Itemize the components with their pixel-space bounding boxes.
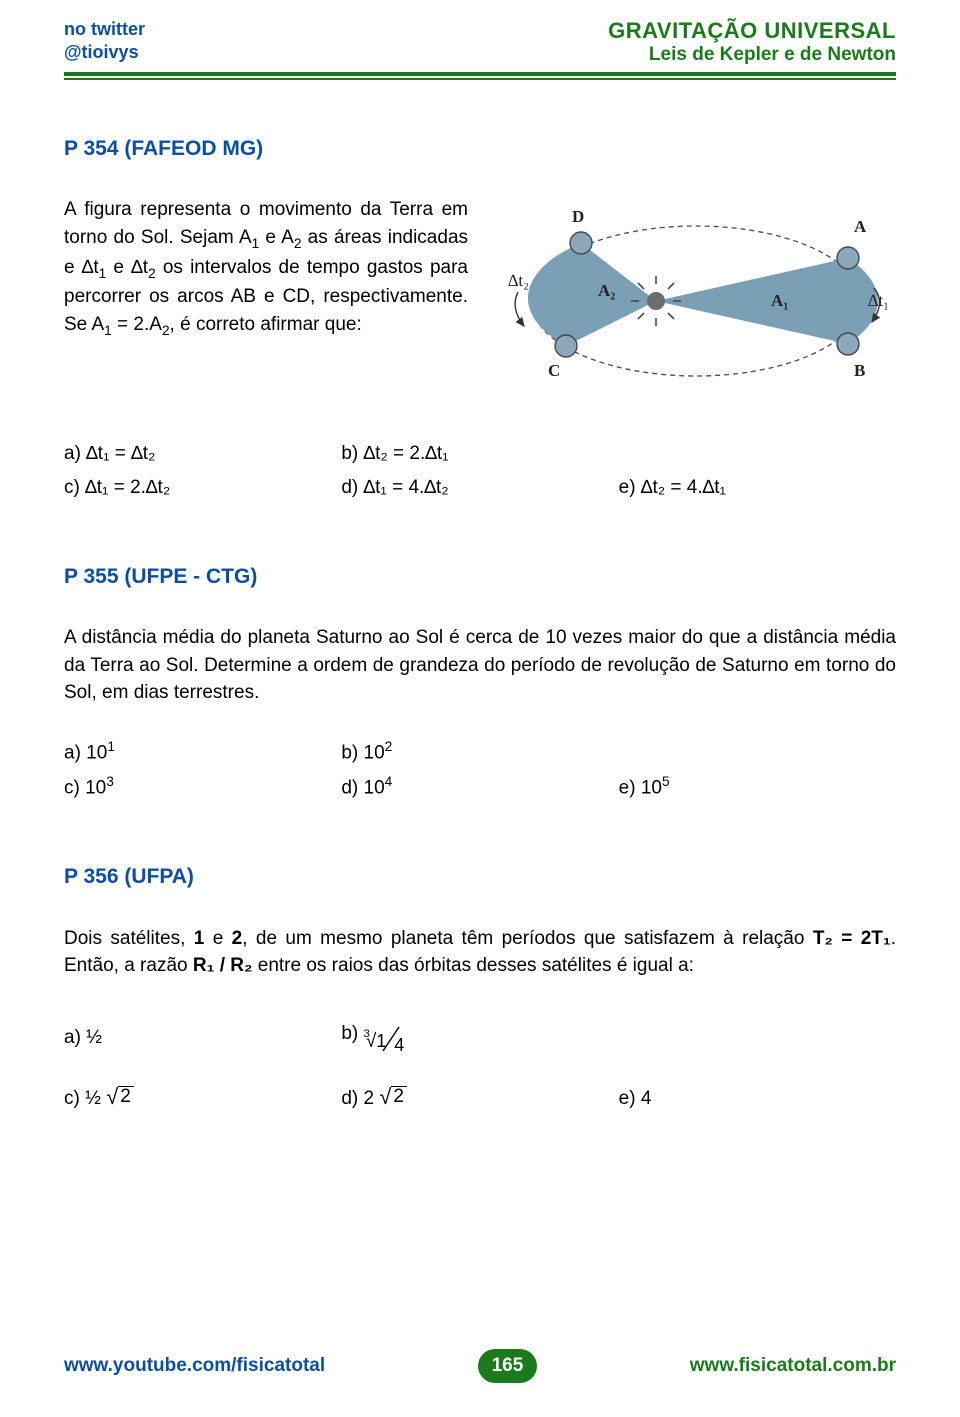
q356-opt-a: a) ½ xyxy=(64,1024,341,1052)
q354-figure: ∆t₂ ∆t₁ A B C D A₁ A₂ xyxy=(496,196,896,406)
title-main: GRAVITAÇÃO UNIVERSAL xyxy=(608,18,896,44)
q354-opt-d: d) ∆t₁ = 4.∆t₂ xyxy=(341,474,618,502)
q355-para: A distância média do planeta Saturno ao … xyxy=(64,624,896,707)
planet-a xyxy=(837,247,859,269)
q354-row: A figura representa o movimento da Terra… xyxy=(64,196,896,406)
q356-options: a) ½ b) 3√ 1 4 c) ½ √2 xyxy=(64,1020,896,1113)
q354-text: A figura representa o movimento da Terra… xyxy=(64,196,468,340)
page-number-badge: 165 xyxy=(478,1349,538,1383)
header-rule xyxy=(64,72,896,80)
footer-right: www.fisicatotal.com.br xyxy=(690,1355,896,1377)
cube-root-icon: 3√ 1 4 xyxy=(364,1028,405,1056)
q355-opt-a: a) 101 xyxy=(64,737,341,767)
q354-opt-a: a) ∆t₁ = ∆t₂ xyxy=(64,440,341,468)
lbl-a: A xyxy=(854,217,867,236)
sqrt-icon: √2 xyxy=(106,1086,134,1108)
sun-icon xyxy=(631,276,681,326)
q356-opt-b: b) 3√ 1 4 xyxy=(341,1020,618,1056)
planet-b xyxy=(837,333,859,355)
q355-options: a) 101 b) 102 c) 103 d) 104 e) 105 xyxy=(64,737,896,803)
q355-title: P 355 (UFPE - CTG) xyxy=(64,562,896,592)
area-a1 xyxy=(656,258,878,344)
twitter-handle: @tioivys xyxy=(64,41,145,64)
footer-left: www.youtube.com/fisicatotal xyxy=(64,1355,325,1377)
sqrt-icon: √2 xyxy=(379,1086,407,1108)
fraction-1-4: 1 4 xyxy=(376,1030,404,1054)
q355-opt-d: d) 104 xyxy=(341,772,618,802)
q356: P 356 (UFPA) Dois satélites, 1 e 2, de u… xyxy=(64,862,896,1113)
q354-title: P 354 (FAFEOD MG) xyxy=(64,134,896,164)
lbl-dt2: ∆t₂ xyxy=(508,271,529,290)
q356-opt-c: c) ½ √2 xyxy=(64,1085,341,1113)
q356-para: Dois satélites, 1 e 2, de um mesmo plane… xyxy=(64,925,896,980)
twitter-line: no twitter xyxy=(64,18,145,41)
q356-title: P 356 (UFPA) xyxy=(64,862,896,892)
planet-d xyxy=(570,232,592,254)
q355: P 355 (UFPE - CTG) A distância média do … xyxy=(64,562,896,803)
header-title: GRAVITAÇÃO UNIVERSAL Leis de Kepler e de… xyxy=(608,18,896,66)
q356-opt-d: d) 2 √2 xyxy=(341,1085,618,1113)
area-a2 xyxy=(528,243,656,346)
header-twitter: no twitter @tioivys xyxy=(64,18,145,63)
lbl-c: C xyxy=(548,361,560,380)
page-header: no twitter @tioivys GRAVITAÇÃO UNIVERSAL… xyxy=(64,18,896,66)
lbl-a1: A₁ xyxy=(771,291,788,310)
q355-opt-e: e) 105 xyxy=(619,772,896,802)
lbl-d: D xyxy=(572,207,584,226)
planet-c xyxy=(555,335,577,357)
q354-opt-c: c) ∆t₁ = 2.∆t₂ xyxy=(64,474,341,502)
q355-opt-b: b) 102 xyxy=(341,737,618,767)
content: P 354 (FAFEOD MG) A figura representa o … xyxy=(64,134,896,1113)
title-sub: Leis de Kepler e de Newton xyxy=(608,44,896,66)
q356-opt-e: e) 4 xyxy=(619,1085,896,1113)
lbl-b: B xyxy=(854,361,865,380)
q355-opt-c: c) 103 xyxy=(64,772,341,802)
lbl-a2: A₂ xyxy=(598,281,615,300)
q354-options: a) ∆t₁ = ∆t₂ b) ∆t₂ = 2.∆t₁ c) ∆t₁ = 2.∆… xyxy=(64,440,896,501)
q354-opt-e: e) ∆t₂ = 4.∆t₁ xyxy=(619,474,896,502)
q354-opt-b: b) ∆t₂ = 2.∆t₁ xyxy=(341,440,618,468)
page-footer: www.youtube.com/fisicatotal 165 www.fisi… xyxy=(0,1349,960,1383)
